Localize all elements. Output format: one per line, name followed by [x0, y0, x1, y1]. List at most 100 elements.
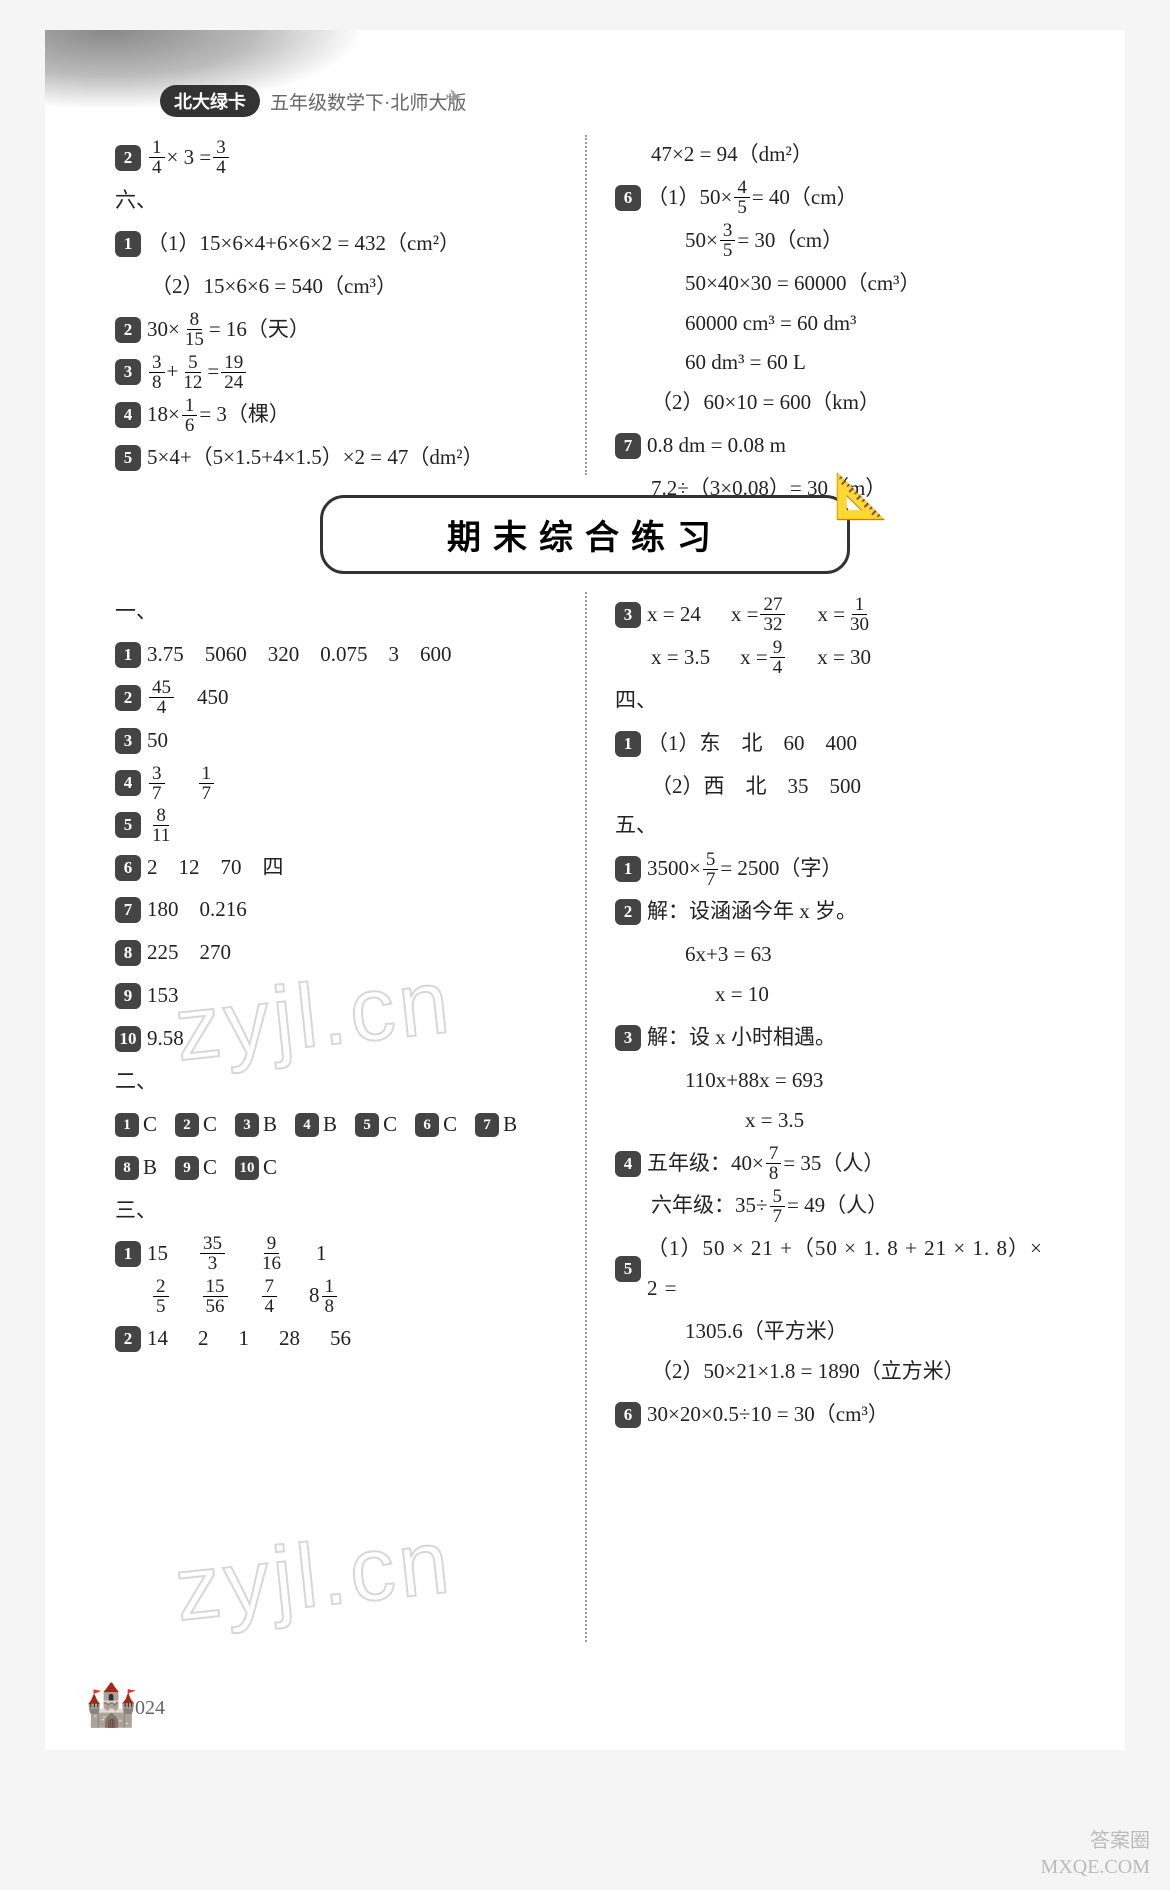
item: 六年级：35÷ 57 = 49（人）: [615, 1186, 1055, 1226]
item: 1 15 353 916 1: [115, 1234, 555, 1274]
heading-4: 四、: [615, 681, 1055, 721]
bottom-right-col: 3 x = 24 x = 2732 x = 130 x = 3.5 x = 94…: [585, 592, 1055, 1642]
badge-10: 10: [115, 1026, 141, 1052]
item: 350: [115, 721, 555, 761]
badge-8: 8: [115, 940, 141, 966]
mc-row: 1C 2C 3B 4B 5C 6C 7B: [115, 1105, 555, 1145]
text: （2）西 北 35 500: [615, 767, 1055, 807]
header: 北大绿卡 五年级数学下·北师大版: [160, 84, 466, 118]
item: 2 14 2 1 28 56: [115, 1319, 555, 1359]
text: 6x+3 = 63: [615, 935, 1055, 975]
item: 7180 0.216: [115, 890, 555, 930]
top-block: 2 14 × 3 = 34 六、 1 （1）15×6×4+6×6×2 = 432…: [115, 135, 1055, 475]
item: 4 五年级：40× 78 = 35（人）: [615, 1144, 1055, 1184]
item: 62 12 70 四: [115, 848, 555, 888]
badge: 10: [235, 1156, 259, 1180]
item: 5（1）50 × 21 +（50 × 1. 8 + 21 × 1. 8）× 2 …: [615, 1229, 1055, 1309]
frac: 25: [153, 1277, 169, 1316]
badge: 1: [115, 1113, 139, 1137]
frac: 353: [200, 1234, 225, 1273]
text: 47×2 = 94（dm²）: [615, 135, 1055, 175]
frac: 57: [703, 850, 719, 889]
text: 110x+88x = 693: [615, 1061, 1055, 1101]
plane-icon: ✈: [445, 85, 462, 110]
frac: 18: [322, 1277, 338, 1316]
bottom-block: 一、 13.75 5060 320 0.075 3 600 2 454 450 …: [115, 592, 1055, 1642]
frac: 811: [149, 806, 173, 845]
col-divider: [585, 135, 587, 475]
content: 2 14 × 3 = 34 六、 1 （1）15×6×4+6×6×2 = 432…: [115, 135, 1055, 1710]
bottom-left-col: 一、 13.75 5060 320 0.075 3 600 2 454 450 …: [115, 592, 585, 1642]
badge-1: 1: [115, 1241, 141, 1267]
heading-1: 一、: [115, 592, 555, 632]
item-7r: 7 0.8 dm = 0.08 m: [615, 426, 1055, 466]
text: （1）50×: [647, 178, 732, 218]
badge-5: 5: [615, 1256, 641, 1282]
badge-4: 4: [115, 770, 141, 796]
header-badge: 北大绿卡: [160, 85, 260, 117]
frac: 17: [199, 764, 215, 803]
castle-icon: 🏰: [85, 1681, 137, 1730]
text: （2）15×6×6 = 540（cm³）: [115, 267, 555, 307]
text: = 40（cm）: [752, 178, 858, 218]
frac: 130: [847, 595, 872, 634]
badge-2: 2: [115, 145, 141, 171]
page-number: 024: [135, 1697, 165, 1720]
text: =: [207, 352, 219, 392]
badge-4: 4: [115, 402, 141, 428]
footer-watermark: 答案圈 MXQE.COM: [1041, 1828, 1150, 1880]
frac: 37: [149, 764, 165, 803]
badge: 9: [175, 1156, 199, 1180]
text: 60 dm³ = 60 L: [615, 343, 1055, 383]
badge: 4: [295, 1113, 319, 1137]
item-6r: 6 （1）50× 45 = 40（cm）: [615, 178, 1055, 218]
header-subtitle: 五年级数学下·北师大版: [270, 88, 466, 115]
badge: 3: [235, 1113, 259, 1137]
frac: 512: [180, 353, 205, 392]
badge-6: 6: [615, 185, 641, 211]
item: 5 811: [115, 806, 555, 845]
frac: 14: [149, 138, 165, 177]
text: 1305.6（平方米）: [615, 1312, 1055, 1352]
text: = 3（棵）: [199, 395, 290, 435]
badge-2: 2: [115, 1326, 141, 1352]
badge-3: 3: [115, 359, 141, 385]
heading-5: 五、: [615, 806, 1055, 846]
item: 25 1556 74 8 18: [115, 1276, 555, 1316]
item-6-5: 5 5×4+（5×1.5+4×1.5）×2 = 47（dm²）: [115, 438, 555, 478]
tool-icon: 📐: [827, 470, 907, 550]
badge-2: 2: [115, 685, 141, 711]
item: 8225 270: [115, 933, 555, 973]
badge-7: 7: [115, 897, 141, 923]
badge: 7: [475, 1113, 499, 1137]
badge: 6: [415, 1113, 439, 1137]
frac: 1924: [221, 353, 246, 392]
item: 3 x = 24 x = 2732 x = 130: [615, 595, 1055, 635]
badge-7: 7: [615, 433, 641, 459]
frac: 57: [770, 1187, 786, 1226]
badge-1: 1: [115, 642, 141, 668]
item: 13.75 5060 320 0.075 3 600: [115, 635, 555, 675]
frac: 815: [182, 310, 207, 349]
heading-6: 六、: [115, 181, 555, 221]
heading-2: 二、: [115, 1062, 555, 1102]
text: × 3 =: [167, 138, 212, 178]
item-2: 2 14 × 3 = 34: [115, 138, 555, 178]
text: 50× 35 = 30（cm）: [615, 221, 1055, 261]
frac: 78: [766, 1144, 782, 1183]
badge-5: 5: [115, 445, 141, 471]
text: 30×: [147, 310, 180, 350]
badge-1: 1: [615, 856, 641, 882]
badge-2: 2: [615, 899, 641, 925]
frac: 2732: [760, 595, 785, 634]
item: 1 3500× 57 = 2500（字）: [615, 849, 1055, 889]
frac: 16: [182, 396, 198, 435]
frac: 34: [213, 138, 229, 177]
item-6-3: 3 38 + 512 = 1924: [115, 352, 555, 392]
section-title: 期末综合练习 📐: [320, 495, 850, 574]
item: 3解：设 x 小时相遇。: [615, 1018, 1055, 1058]
frac: 35: [720, 221, 736, 260]
badge-9: 9: [115, 983, 141, 1009]
badge: 8: [115, 1156, 139, 1180]
frac: 1556: [203, 1277, 228, 1316]
